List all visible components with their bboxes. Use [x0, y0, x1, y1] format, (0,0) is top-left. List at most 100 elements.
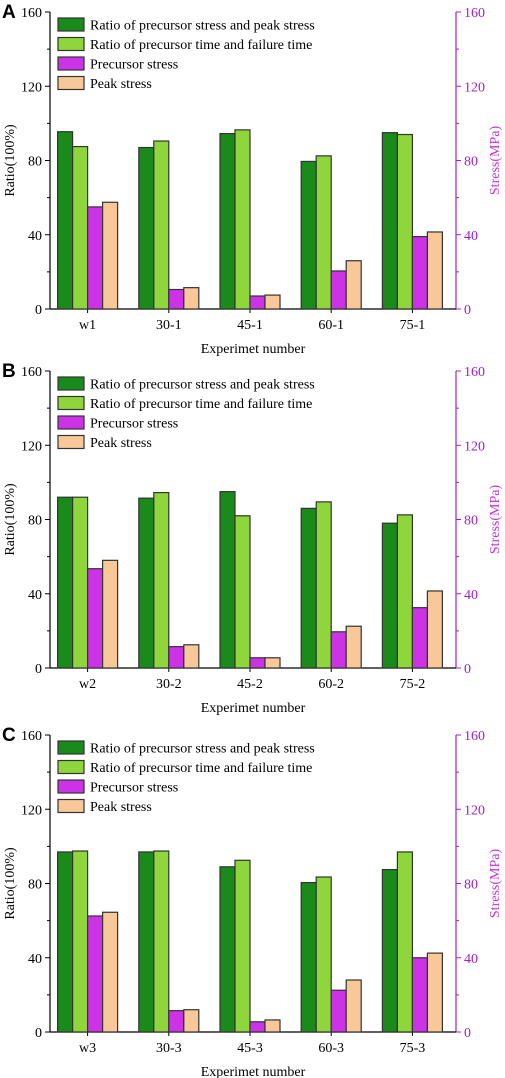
bar [264, 1019, 281, 1033]
bar [300, 160, 317, 310]
bar [396, 851, 413, 1033]
y-tick-label: 80 [28, 155, 42, 170]
y-tick-label: 160 [21, 729, 42, 744]
y-tick-label: 80 [28, 514, 42, 529]
legend-label: Ratio of precursor time and failure time [90, 761, 312, 776]
x-tick-label: 30-3 [156, 1041, 182, 1056]
bar [234, 515, 251, 669]
bar [249, 657, 266, 669]
bar [219, 491, 236, 669]
legend-label: Ratio of precursor time and failure time [90, 38, 312, 53]
bar [411, 957, 428, 1033]
x-tick-label: 60-2 [318, 677, 344, 692]
y-tick-label: 40 [28, 588, 42, 603]
legend-swatch [57, 36, 85, 52]
x-tick-label: 60-1 [318, 318, 344, 333]
x-tick-label: 45-1 [237, 318, 263, 333]
legend-swatch [57, 56, 85, 71]
y-tick-label: 160 [21, 365, 42, 380]
legend-label: Peak stress [90, 800, 152, 815]
bar [330, 989, 347, 1033]
legend-swatch [57, 434, 85, 450]
y-axis-title: Ratio(100%) [3, 483, 18, 556]
chart-panel-b: B 0 0 40 40 80 80 120 120 160 160 Ratio(100%) Stress… [2, 361, 503, 716]
legend-swatch [57, 740, 85, 755]
bar [71, 145, 89, 310]
bar [381, 868, 398, 1033]
bar [101, 911, 119, 1033]
x-tick-label: 45-2 [237, 677, 263, 692]
bar [86, 915, 104, 1033]
bar [315, 155, 332, 310]
y2-axis-title: Stress(MPa) [488, 485, 503, 555]
bar [153, 140, 170, 310]
legend-label: Ratio of precursor time and failure time [90, 397, 312, 412]
y2-tick-label: 80 [464, 514, 478, 529]
bar [101, 559, 119, 669]
y2-axis-title: Stress(MPa) [488, 126, 503, 196]
x-tick-label: 45-3 [237, 1041, 263, 1056]
bar [426, 590, 443, 669]
y2-tick-label: 80 [464, 878, 478, 893]
bar [396, 514, 413, 669]
bar [153, 491, 170, 669]
bar [411, 236, 428, 310]
legend-swatch [57, 759, 85, 775]
legend-swatch [57, 779, 85, 794]
bar [138, 497, 155, 669]
bar [330, 631, 347, 669]
bar [426, 231, 443, 310]
y-tick-label: 0 [35, 1026, 42, 1041]
y2-tick-label: 80 [464, 155, 478, 170]
chart-panel-a: A 0 0 40 40 80 80 120 120 160 160 Ratio(100%) Stress… [2, 2, 503, 357]
y-tick-label: 120 [21, 439, 42, 454]
y-axis-title: Ratio(100%) [3, 124, 18, 197]
legend-swatch [57, 376, 85, 391]
y-tick-label: 40 [28, 952, 42, 967]
bar [315, 876, 332, 1033]
panel-letter: B [2, 361, 16, 382]
y2-tick-label: 120 [464, 439, 485, 454]
panel-letter: A [2, 2, 16, 23]
bar [168, 288, 185, 310]
x-axis-title: Experimet number [201, 1065, 306, 1078]
panel-letter: C [2, 725, 16, 746]
x-tick-label: 60-3 [318, 1041, 344, 1056]
x-tick-label: 75-3 [400, 1041, 426, 1056]
bar [56, 131, 74, 310]
bar [411, 607, 428, 669]
bar [345, 625, 362, 669]
bar [183, 1009, 200, 1033]
bar [345, 979, 362, 1033]
bar [264, 294, 281, 310]
legend-label: Precursor stress [90, 781, 178, 796]
legend-label: Ratio of precursor stress and peak stres… [90, 378, 315, 393]
bar [71, 850, 89, 1033]
x-tick-label: 30-2 [156, 677, 182, 692]
x-tick-label: 30-1 [156, 318, 182, 333]
legend-swatch [57, 75, 85, 91]
bar [234, 859, 251, 1033]
bar [168, 1010, 185, 1033]
y-tick-label: 0 [35, 303, 42, 318]
y2-tick-label: 0 [464, 662, 471, 677]
bar [219, 866, 236, 1033]
y2-tick-label: 40 [464, 952, 478, 967]
legend-label: Precursor stress [90, 58, 178, 73]
legend-swatch [57, 17, 85, 32]
x-tick-label: 75-2 [400, 677, 426, 692]
bar [345, 260, 362, 310]
bar [86, 206, 104, 310]
bar [300, 881, 317, 1033]
y-tick-label: 120 [21, 803, 42, 818]
y-tick-label: 120 [21, 80, 42, 95]
y-tick-label: 40 [28, 229, 42, 244]
bar [381, 132, 398, 310]
x-axis-title: Experimet number [201, 342, 306, 357]
legend-label: Peak stress [90, 77, 152, 92]
legend-label: Peak stress [90, 436, 152, 451]
legend-swatch [57, 415, 85, 430]
bar [396, 133, 413, 310]
bar [168, 646, 185, 669]
y2-tick-label: 120 [464, 803, 485, 818]
